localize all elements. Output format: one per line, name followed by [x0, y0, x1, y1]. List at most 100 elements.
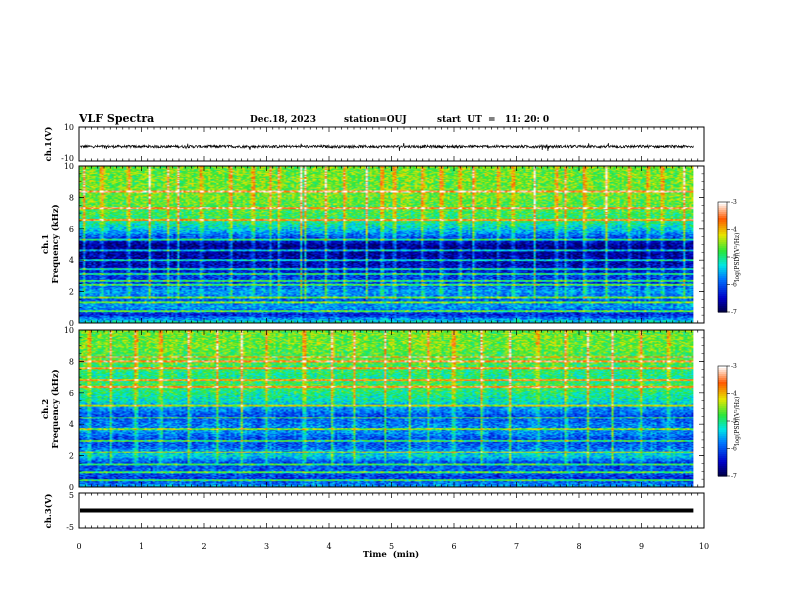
colorbar-swatch: [718, 404, 727, 407]
colorbar-swatch: [718, 296, 727, 299]
x-tick-label: 8: [576, 542, 581, 551]
colorbar-swatch: [718, 306, 727, 309]
colorbar-swatch: [718, 444, 727, 447]
ch1-ytick-bottom: -10: [61, 154, 74, 163]
colorbar-swatch: [718, 464, 727, 467]
colorbar-swatch: [718, 388, 727, 391]
colorbar-tick-label: -3: [731, 199, 737, 206]
colorbar-swatch: [718, 302, 727, 305]
colorbar-swatch: [718, 250, 727, 253]
x-tick-label: 2: [201, 542, 206, 551]
colorbar-swatch: [718, 272, 727, 275]
colorbar-swatch: [718, 406, 727, 409]
colorbar-swatch: [718, 374, 727, 377]
colorbar-swatch: [718, 222, 727, 225]
ch1-spectrogram-panel: 0 2 4 6 8 10 ch.1 Frequency (kHz) -3 -4 -5 -6 -7 l…: [41, 162, 741, 328]
y-tick-label: 8: [69, 357, 74, 366]
colorbar-swatch: [718, 396, 727, 399]
ch1-waveform-trace: [79, 143, 694, 152]
colorbar-swatch: [718, 456, 727, 459]
colorbar-swatch: [718, 460, 727, 463]
colorbar-swatch: [718, 292, 727, 295]
colorbar-swatch: [718, 284, 727, 287]
x-tick-label: 10: [699, 542, 709, 551]
colorbar-swatch: [718, 294, 727, 297]
colorbar-swatch: [718, 232, 727, 235]
colorbar-swatch: [718, 438, 727, 441]
colorbar-swatch: [718, 450, 727, 453]
colorbar-swatch: [718, 304, 727, 307]
colorbar-swatch: [718, 226, 727, 229]
colorbar-swatch: [718, 308, 727, 311]
colorbar-swatch: [718, 442, 727, 445]
colorbar-swatch: [718, 422, 727, 425]
colorbar-swatch: [718, 270, 727, 273]
colorbar-swatch: [718, 474, 727, 477]
colorbar-swatch: [718, 218, 727, 221]
colorbar-swatch: [718, 412, 727, 415]
colorbar-tick-label: -7: [731, 309, 737, 316]
colorbar-swatch: [718, 472, 727, 475]
date-label: Dec.18, 2023: [250, 115, 316, 125]
colorbar-tick-label: -5: [731, 254, 737, 261]
ch1-spectrogram-y-tick-labels: 0 2 4 6 8 10: [64, 162, 704, 328]
y-tick-label: 6: [69, 389, 74, 398]
y-tick-label: 8: [69, 193, 74, 202]
ch2-spectrogram-y-label-frequency: Frequency (kHz): [50, 369, 61, 448]
x-tick-label: 6: [451, 542, 456, 551]
x-tick-marks: [78, 330, 705, 487]
colorbar-swatch: [718, 370, 727, 373]
start-time-label: start UT = 11: 20: 0: [437, 115, 549, 125]
colorbar-tick-label: -6: [731, 446, 737, 453]
colorbar-tick-label: -4: [731, 391, 737, 398]
colorbar-swatch: [718, 426, 727, 429]
x-tick-label: 7: [514, 542, 519, 551]
ch1-spectrogram-y-label-channel: ch.1: [41, 234, 51, 254]
colorbar-swatch: [718, 448, 727, 451]
colorbar-label: log(PSD)(V²/Hz): [734, 233, 741, 282]
colorbar-swatch: [718, 260, 727, 263]
colorbar-swatch: [718, 428, 727, 431]
ch2-colorbar: -3 -4 -5 -6 -7 log(PSD)(V²/Hz): [717, 363, 741, 480]
colorbar-swatch: [718, 262, 727, 265]
colorbar-swatch: [718, 206, 727, 209]
y-tick-label: 10: [64, 326, 74, 335]
colorbar-swatch: [718, 220, 727, 223]
x-tick-label: 5: [389, 542, 394, 551]
colorbar-tick-label: -4: [731, 227, 737, 234]
ch3-y-axis-label: ch.3(V): [43, 494, 54, 529]
x-tick-marks: [78, 127, 705, 161]
colorbar-swatch: [718, 230, 727, 233]
colorbar-swatch: [718, 436, 727, 439]
colorbar-swatch: [718, 470, 727, 473]
ch1-spectrogram-heatmap: [79, 166, 694, 323]
colorbar-swatch: [718, 300, 727, 303]
colorbar-swatch: [718, 468, 727, 471]
y-tick-label: 2: [69, 452, 74, 461]
colorbar-swatch: [718, 382, 727, 385]
colorbar-swatch: [718, 416, 727, 419]
colorbar-swatch: [718, 390, 727, 393]
colorbar-swatch: [718, 266, 727, 269]
colorbar-swatch: [718, 398, 727, 401]
x-tick-marks: [78, 166, 705, 323]
x-tick-label: 4: [326, 542, 331, 551]
colorbar-swatch: [718, 264, 727, 267]
y-tick-label: 0: [69, 319, 74, 328]
ch3-ytick-top: 5: [69, 491, 74, 500]
colorbar-tick-label: -6: [731, 282, 737, 289]
colorbar-swatch: [718, 372, 727, 375]
colorbar-swatch: [718, 240, 727, 243]
colorbar-tick-label: -5: [731, 418, 737, 425]
colorbar-swatch: [718, 424, 727, 427]
colorbar-swatch: [718, 268, 727, 271]
ch1-colorbar: -3 -4 -5 -6 -7 log(PSD)(V²/Hz): [717, 199, 741, 316]
colorbar-swatch: [718, 392, 727, 395]
colorbar-swatch: [718, 216, 727, 219]
colorbar-swatch: [718, 380, 727, 383]
colorbar-swatch: [718, 258, 727, 261]
colorbar-swatch: [718, 376, 727, 379]
colorbar-swatch: [718, 274, 727, 277]
y-tick-label: 4: [69, 256, 74, 265]
